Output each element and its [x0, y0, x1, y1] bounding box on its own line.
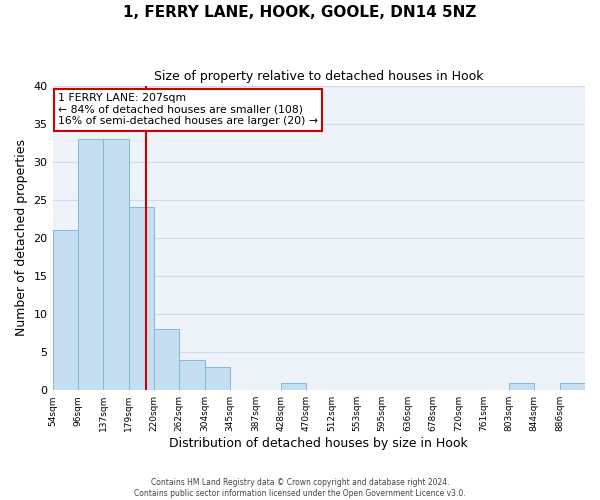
Text: Contains HM Land Registry data © Crown copyright and database right 2024.
Contai: Contains HM Land Registry data © Crown c…	[134, 478, 466, 498]
X-axis label: Distribution of detached houses by size in Hook: Distribution of detached houses by size …	[169, 437, 468, 450]
Bar	[205, 368, 230, 390]
Text: 1, FERRY LANE, HOOK, GOOLE, DN14 5NZ: 1, FERRY LANE, HOOK, GOOLE, DN14 5NZ	[124, 5, 476, 20]
Bar	[179, 360, 205, 390]
Bar	[560, 382, 585, 390]
Bar	[509, 382, 534, 390]
Bar	[78, 139, 103, 390]
Bar	[154, 330, 179, 390]
Title: Size of property relative to detached houses in Hook: Size of property relative to detached ho…	[154, 70, 484, 83]
Bar	[281, 382, 306, 390]
Text: 1 FERRY LANE: 207sqm
← 84% of detached houses are smaller (108)
16% of semi-deta: 1 FERRY LANE: 207sqm ← 84% of detached h…	[58, 93, 318, 126]
Bar	[128, 208, 154, 390]
Y-axis label: Number of detached properties: Number of detached properties	[15, 140, 28, 336]
Bar	[53, 230, 78, 390]
Bar	[103, 139, 128, 390]
